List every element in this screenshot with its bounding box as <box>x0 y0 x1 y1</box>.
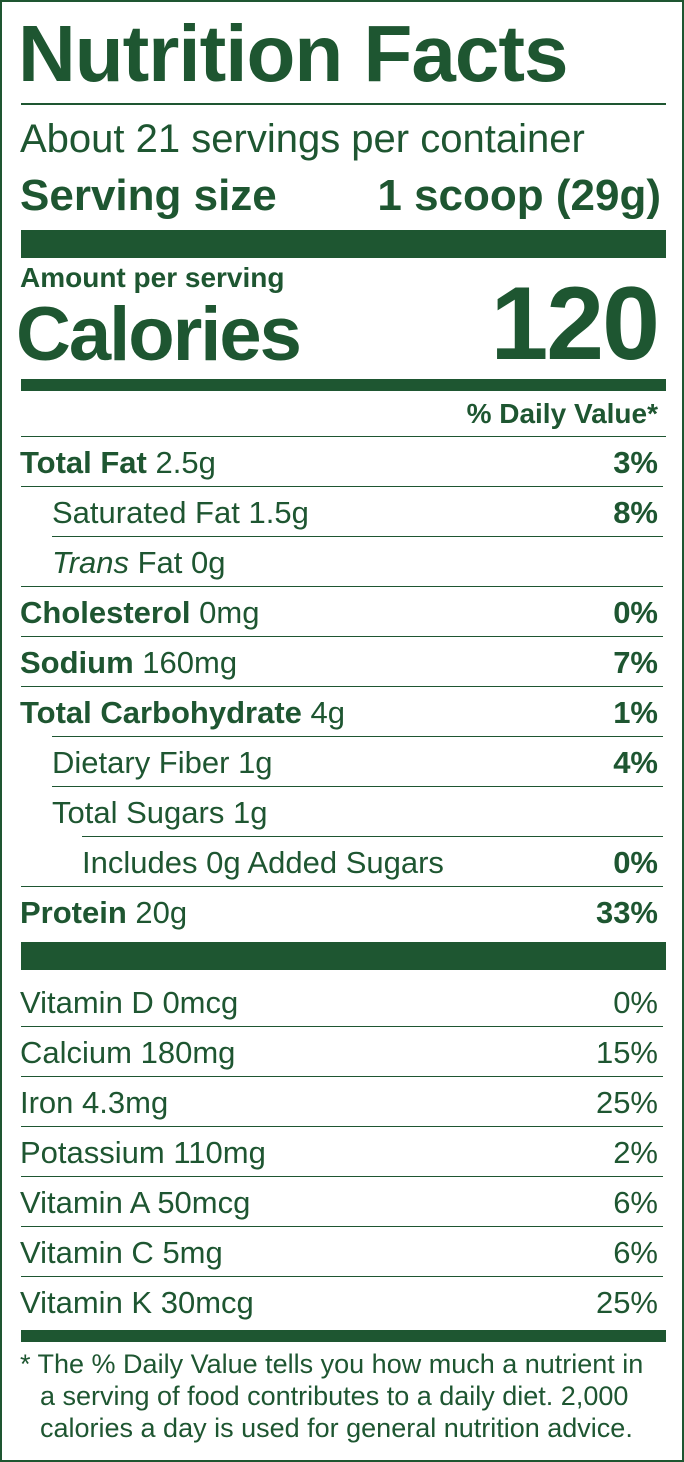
thick-divider <box>21 230 666 258</box>
nutrient-row-dietary-fiber: Dietary Fiber 1g 4% <box>2 737 682 787</box>
nutrient-name: Dietary Fiber 1g <box>52 745 273 780</box>
nutrient-dv: 33% <box>595 895 658 930</box>
nutrient-name: Trans Fat 0g <box>52 545 226 580</box>
vitamin-name: Calcium 180mg <box>20 1035 236 1070</box>
vitamin-dv: 0% <box>613 985 658 1020</box>
vitamin-dv: 15% <box>595 1035 658 1070</box>
vitamin-row-a: Vitamin A 50mcg 6% <box>2 1177 682 1227</box>
label-title: Nutrition Facts <box>18 9 568 98</box>
nutrient-name: Total Carbohydrate 4g <box>20 695 346 730</box>
nutrient-dv: 4% <box>613 745 658 780</box>
nutrient-dv: 7% <box>613 645 658 680</box>
calories-label: Calories <box>16 292 302 377</box>
nutrient-row-total-carbohydrate: Total Carbohydrate 4g 1% <box>2 687 682 737</box>
vitamin-row-k: Vitamin K 30mcg 25% <box>2 1277 682 1327</box>
nutrient-dv: 3% <box>613 445 658 480</box>
nutrient-name: Total Sugars 1g <box>52 795 268 830</box>
calories-value: 120 <box>490 266 660 382</box>
nutrient-row-added-sugars: Includes 0g Added Sugars 0% <box>2 837 682 887</box>
serving-size-value: 1 scoop (29g) <box>377 171 661 220</box>
nutrient-row-total-sugars: Total Sugars 1g <box>2 787 682 837</box>
divider <box>21 103 666 105</box>
nutrient-row-trans-fat: Trans Fat 0g <box>2 537 682 587</box>
nutrient-row-protein: Protein 20g 33% <box>2 887 682 937</box>
vitamin-dv: 6% <box>613 1185 658 1220</box>
daily-value-header: % Daily Value* <box>466 398 658 429</box>
nutrient-name: Sodium 160mg <box>20 645 238 680</box>
vitamin-row-iron: Iron 4.3mg 25% <box>2 1077 682 1127</box>
vitamin-dv: 25% <box>595 1085 658 1120</box>
medium-divider <box>21 379 666 391</box>
vitamin-name: Vitamin C 5mg <box>20 1235 223 1270</box>
footnote: * The % Daily Value tells you how much a… <box>20 1349 644 1443</box>
nutrient-name: Protein 20g <box>20 895 188 930</box>
vitamin-dv: 6% <box>613 1235 658 1270</box>
vitamin-name: Potassium 110mg <box>20 1135 266 1170</box>
nutrient-row-saturated-fat: Saturated Fat 1.5g 8% <box>2 487 682 537</box>
vitamin-row-potassium: Potassium 110mg 2% <box>2 1127 682 1177</box>
vitamin-dv: 2% <box>613 1135 658 1170</box>
serving-size: Serving size 1 scoop (29g) <box>20 168 665 224</box>
vitamin-name: Vitamin D 0mcg <box>20 985 239 1020</box>
nutrient-name: Includes 0g Added Sugars <box>82 845 444 880</box>
amount-per-serving: Amount per serving <box>20 262 285 293</box>
nutrient-row-cholesterol: Cholesterol 0mg 0% <box>2 587 682 637</box>
medium-divider <box>21 1330 666 1342</box>
nutrient-dv: 1% <box>613 695 658 730</box>
servings-per-container: About 21 servings per container <box>20 117 585 161</box>
nutrient-dv: 0% <box>613 595 658 630</box>
nutrient-row-sodium: Sodium 160mg 7% <box>2 637 682 687</box>
divider <box>21 436 666 437</box>
vitamin-name: Vitamin K 30mcg <box>20 1285 254 1320</box>
vitamin-row-c: Vitamin C 5mg 6% <box>2 1227 682 1277</box>
nutrient-name: Cholesterol 0mg <box>20 595 260 630</box>
thick-divider <box>21 942 666 970</box>
nutrient-name: Total Fat 2.5g <box>20 445 216 480</box>
nutrient-dv: 0% <box>613 845 658 880</box>
nutrient-name: Saturated Fat 1.5g <box>52 495 309 530</box>
vitamin-row-d: Vitamin D 0mcg 0% <box>2 977 682 1027</box>
vitamin-row-calcium: Calcium 180mg 15% <box>2 1027 682 1077</box>
nutrient-dv: 8% <box>613 495 658 530</box>
nutrient-row-total-fat: Total Fat 2.5g 3% <box>2 437 682 487</box>
serving-size-label: Serving size <box>20 171 277 220</box>
vitamin-name: Vitamin A 50mcg <box>20 1185 251 1220</box>
vitamin-name: Iron 4.3mg <box>20 1085 169 1120</box>
vitamin-dv: 25% <box>595 1285 658 1320</box>
